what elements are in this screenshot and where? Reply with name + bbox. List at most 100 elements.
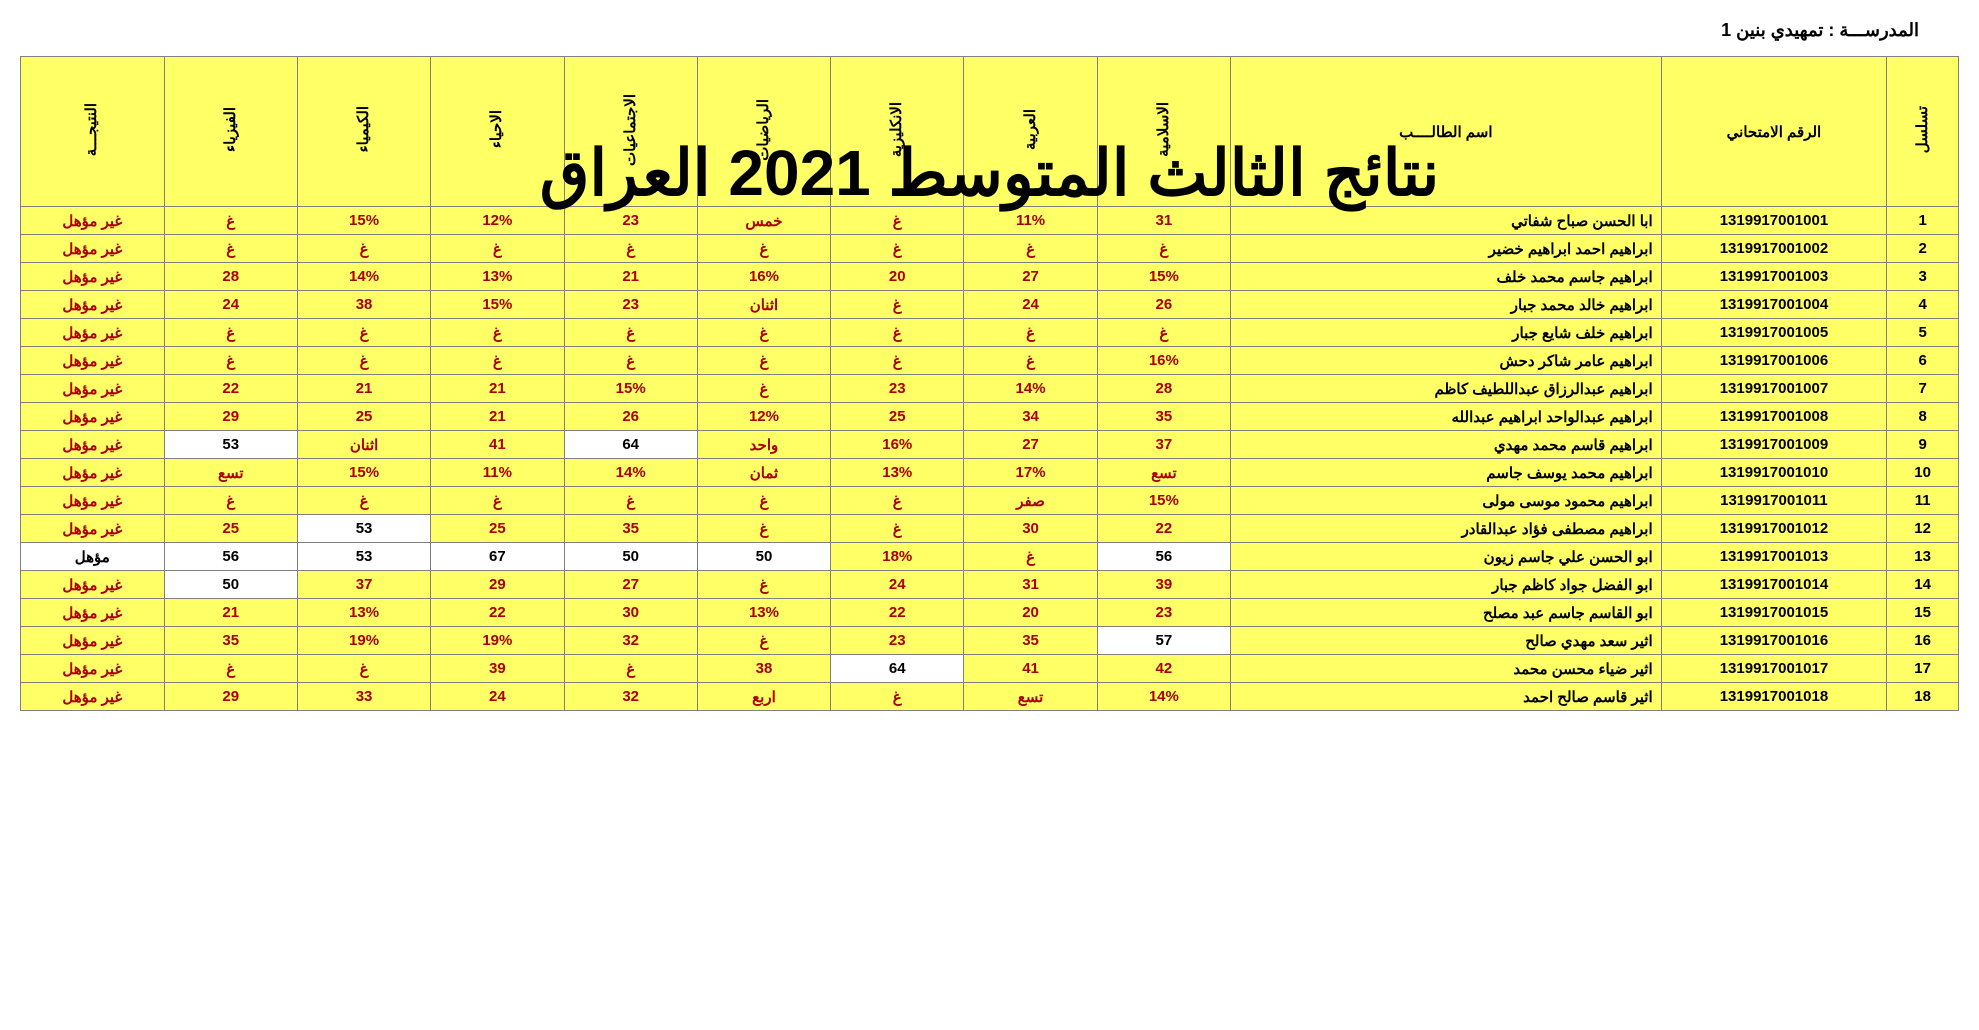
cell-arabic: تسع — [964, 683, 1097, 711]
cell-math: واحد — [697, 431, 830, 459]
cell-islamic: 16% — [1097, 347, 1230, 375]
cell-exam-id: 1319917001004 — [1661, 291, 1887, 319]
cell-math: غ — [697, 319, 830, 347]
cell-result: مؤهل — [21, 543, 165, 571]
col-chemistry: الكيمياء — [297, 57, 430, 207]
cell-seq: 6 — [1887, 347, 1959, 375]
cell-exam-id: 1319917001017 — [1661, 655, 1887, 683]
cell-islamic: 39 — [1097, 571, 1230, 599]
table-row: 111319917001011ابراهيم محمود موسى مولى15… — [21, 487, 1959, 515]
cell-social: غ — [564, 487, 697, 515]
cell-seq: 14 — [1887, 571, 1959, 599]
cell-islamic: غ — [1097, 319, 1230, 347]
cell-islamic: 22 — [1097, 515, 1230, 543]
cell-exam-id: 1319917001018 — [1661, 683, 1887, 711]
cell-seq: 15 — [1887, 599, 1959, 627]
cell-arabic: 24 — [964, 291, 1097, 319]
cell-english: 25 — [831, 403, 964, 431]
cell-result: غير مؤهل — [21, 487, 165, 515]
cell-arabic: غ — [964, 235, 1097, 263]
cell-exam-id: 1319917001006 — [1661, 347, 1887, 375]
cell-physics: غ — [164, 319, 297, 347]
cell-social: 14% — [564, 459, 697, 487]
cell-chemistry: 19% — [297, 627, 430, 655]
cell-physics: 25 — [164, 515, 297, 543]
cell-biology: 24 — [431, 683, 564, 711]
cell-english: 23 — [831, 375, 964, 403]
col-seq: تسلسل — [1887, 57, 1959, 207]
cell-islamic: 37 — [1097, 431, 1230, 459]
results-table: تسلسل الرقم الامتحاني اسم الطالــــب الا… — [20, 56, 1959, 711]
table-row: 121319917001012ابراهيم مصطفى فؤاد عبدالق… — [21, 515, 1959, 543]
cell-physics: 53 — [164, 431, 297, 459]
cell-physics: غ — [164, 655, 297, 683]
cell-result: غير مؤهل — [21, 347, 165, 375]
cell-chemistry: 14% — [297, 263, 430, 291]
cell-math: غ — [697, 627, 830, 655]
cell-seq: 11 — [1887, 487, 1959, 515]
cell-student-name: ابراهيم عبدالرزاق عبداللطيف كاظم — [1231, 375, 1662, 403]
cell-social: 32 — [564, 627, 697, 655]
cell-english: 24 — [831, 571, 964, 599]
school-header: المدرســـة : تمهيدي بنين 1 — [20, 20, 1959, 41]
cell-student-name: ابراهيم عامر شاكر دحش — [1231, 347, 1662, 375]
cell-arabic: 27 — [964, 263, 1097, 291]
cell-physics: 28 — [164, 263, 297, 291]
cell-arabic: 14% — [964, 375, 1097, 403]
cell-student-name: ابو الفضل جواد كاظم جبار — [1231, 571, 1662, 599]
cell-islamic: 35 — [1097, 403, 1230, 431]
cell-biology: 13% — [431, 263, 564, 291]
table-row: 141319917001014ابو الفضل جواد كاظم جبار3… — [21, 571, 1959, 599]
table-container: تسلسل الرقم الامتحاني اسم الطالــــب الا… — [20, 56, 1959, 711]
cell-english: 20 — [831, 263, 964, 291]
cell-seq: 13 — [1887, 543, 1959, 571]
cell-exam-id: 1319917001008 — [1661, 403, 1887, 431]
cell-islamic: 15% — [1097, 263, 1230, 291]
cell-islamic: 56 — [1097, 543, 1230, 571]
col-exam-id: الرقم الامتحاني — [1661, 57, 1887, 207]
cell-exam-id: 1319917001015 — [1661, 599, 1887, 627]
cell-seq: 10 — [1887, 459, 1959, 487]
cell-biology: 39 — [431, 655, 564, 683]
cell-student-name: ابو القاسم جاسم عبد مصلح — [1231, 599, 1662, 627]
cell-chemistry: غ — [297, 319, 430, 347]
cell-student-name: ابراهيم خلف شايع جبار — [1231, 319, 1662, 347]
cell-result: غير مؤهل — [21, 375, 165, 403]
cell-islamic: 28 — [1097, 375, 1230, 403]
cell-student-name: اثير سعد مهدي صالح — [1231, 627, 1662, 655]
cell-biology: 19% — [431, 627, 564, 655]
cell-result: غير مؤهل — [21, 291, 165, 319]
cell-result: غير مؤهل — [21, 431, 165, 459]
cell-islamic: 31 — [1097, 207, 1230, 235]
cell-chemistry: 15% — [297, 459, 430, 487]
cell-social: 30 — [564, 599, 697, 627]
school-name: تمهيدي بنين 1 — [1721, 20, 1823, 40]
cell-result: غير مؤهل — [21, 403, 165, 431]
cell-exam-id: 1319917001013 — [1661, 543, 1887, 571]
cell-math: غ — [697, 347, 830, 375]
cell-biology: 12% — [431, 207, 564, 235]
cell-physics: غ — [164, 207, 297, 235]
cell-social: 32 — [564, 683, 697, 711]
table-row: 51319917001005ابراهيم خلف شايع جبارغغغغغ… — [21, 319, 1959, 347]
cell-islamic: 15% — [1097, 487, 1230, 515]
table-row: 31319917001003ابراهيم جاسم محمد خلف15%27… — [21, 263, 1959, 291]
table-row: 61319917001006ابراهيم عامر شاكر دحش16% غ غ… — [21, 347, 1959, 375]
cell-physics: 35 — [164, 627, 297, 655]
cell-exam-id: 1319917001009 — [1661, 431, 1887, 459]
cell-math: 16% — [697, 263, 830, 291]
cell-result: غير مؤهل — [21, 263, 165, 291]
cell-student-name: ابراهيم عبدالواحد ابراهيم عبدالله — [1231, 403, 1662, 431]
cell-physics: 21 — [164, 599, 297, 627]
cell-exam-id: 1319917001003 — [1661, 263, 1887, 291]
cell-math: 38 — [697, 655, 830, 683]
cell-seq: 9 — [1887, 431, 1959, 459]
cell-social: 64 — [564, 431, 697, 459]
cell-seq: 8 — [1887, 403, 1959, 431]
cell-student-name: ابراهيم محمد يوسف جاسم — [1231, 459, 1662, 487]
cell-math: غ — [697, 375, 830, 403]
col-biology: الاحياء — [431, 57, 564, 207]
cell-social: غ — [564, 235, 697, 263]
cell-physics: 29 — [164, 403, 297, 431]
header-row: تسلسل الرقم الامتحاني اسم الطالــــب الا… — [21, 57, 1959, 207]
